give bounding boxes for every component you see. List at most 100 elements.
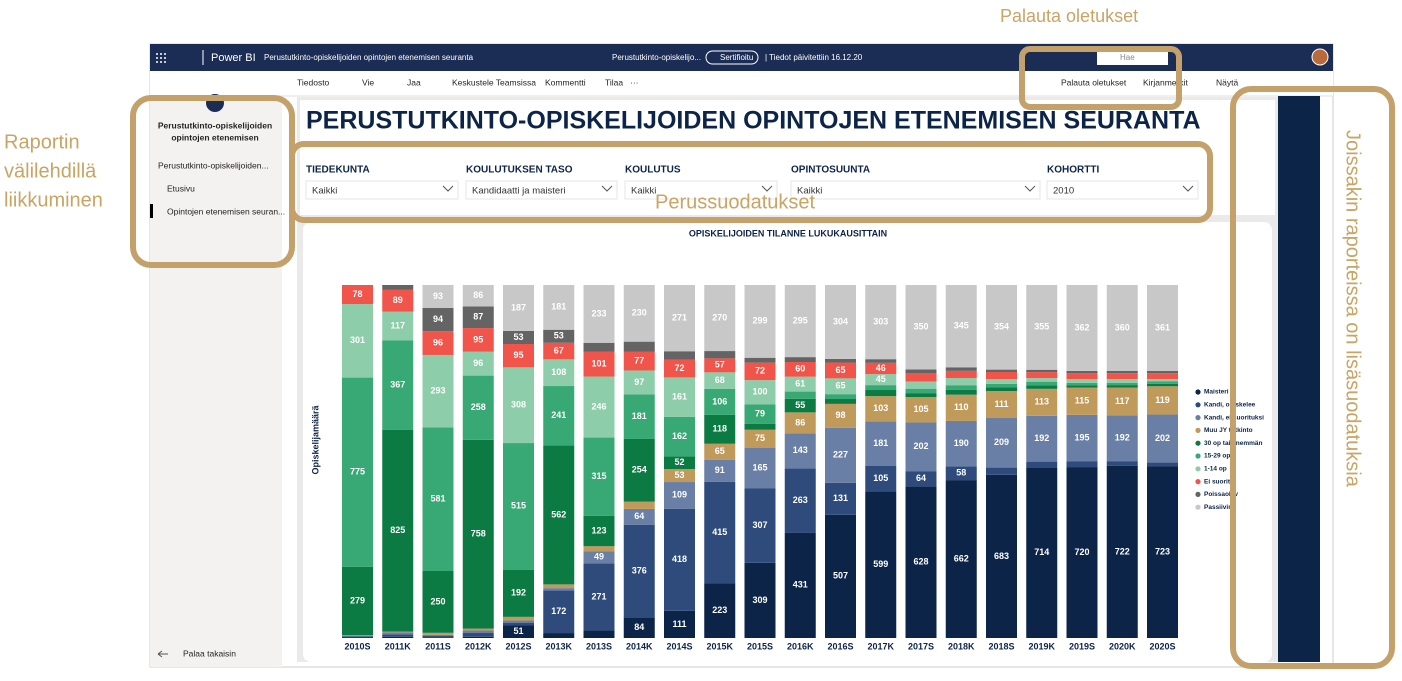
filter-value: Kaikki: [797, 186, 822, 197]
data-label: 53: [674, 470, 684, 480]
bar-segment: [583, 285, 615, 343]
data-label: 109: [672, 490, 687, 500]
bar-segment: [1026, 378, 1058, 382]
app-launcher[interactable]: [156, 53, 166, 63]
x-tick-label: 2018K: [948, 641, 975, 651]
data-label: 758: [471, 529, 486, 539]
data-label: 192: [1115, 433, 1130, 443]
side-filter-strip[interactable]: [1278, 96, 1320, 662]
x-tick-label: 2014S: [666, 641, 692, 651]
filter-dropdown[interactable]: [790, 180, 1041, 200]
bar-segment: [744, 488, 776, 563]
x-tick-label: 2014K: [626, 641, 653, 651]
data-label: 84: [634, 622, 644, 632]
data-label: 57: [715, 360, 725, 370]
bar-segment: [462, 328, 494, 352]
data-label: 304: [833, 316, 848, 326]
data-label: 101: [591, 358, 606, 368]
nav-page[interactable]: Opintojen etenemisen seuran...: [167, 206, 285, 216]
legend-label[interactable]: Maisteri: [1204, 389, 1229, 396]
data-label: 75: [755, 433, 765, 443]
toolbar-button[interactable]: Tiedosto: [297, 77, 330, 87]
data-label: 308: [511, 400, 526, 410]
toolbar-button[interactable]: Kommentti: [545, 77, 586, 87]
toolbar-button[interactable]: Vie: [362, 77, 374, 87]
bar-segment: [543, 329, 575, 343]
filter-dropdown[interactable]: [1046, 180, 1199, 200]
bar-segment: [945, 285, 977, 368]
bar-segment: [1106, 379, 1138, 383]
toolbar-button[interactable]: Palauta oletukset: [1061, 77, 1127, 87]
bar-segment: [1066, 373, 1098, 380]
x-tick-label: 2013S: [586, 641, 612, 651]
legend-label[interactable]: Kandi, opiskelee: [1204, 402, 1256, 409]
search-box[interactable]: [1097, 51, 1168, 65]
data-label: 181: [632, 411, 647, 421]
report-short[interactable]: Perustutkinto-opiskelijo...: [612, 53, 701, 62]
bar-segment: [543, 590, 575, 634]
data-label: 111: [672, 619, 686, 629]
bar-segment: [744, 285, 776, 358]
legend-label[interactable]: 1-14 op: [1204, 466, 1227, 473]
data-label: 360: [1115, 322, 1130, 332]
bar-segment: [1106, 382, 1138, 386]
bar-segment: [382, 311, 414, 341]
bar-segment: [623, 501, 655, 509]
bar-segment: [462, 375, 494, 440]
toolbar-button[interactable]: Tilaa: [605, 77, 623, 87]
bar-segment: [784, 468, 816, 533]
data-label: 181: [551, 302, 566, 312]
nav-section[interactable]: Perustutkinto-opiskelijoiden...: [158, 160, 269, 170]
data-label: 303: [873, 316, 888, 326]
bar-segment: [1106, 387, 1138, 416]
x-tick-label: 2012K: [465, 641, 492, 651]
filter-dropdown[interactable]: [465, 180, 618, 200]
toolbar-button[interactable]: Kirjanmerkit: [1143, 77, 1189, 87]
bar-segment: [704, 481, 736, 584]
chevron: [1182, 185, 1194, 192]
bar-segment: [1026, 372, 1058, 379]
toolbar-button[interactable]: Näytä: [1216, 77, 1238, 87]
bar-segment: [825, 358, 856, 363]
x-tick-label: 2011K: [385, 641, 412, 651]
legend-label[interactable]: Passiivine: [1204, 504, 1236, 511]
legend-label[interactable]: 15-29 op: [1204, 453, 1230, 460]
filter-dropdown[interactable]: [624, 180, 778, 200]
legend-label[interactable]: Muu JY tutkinto: [1204, 427, 1253, 434]
bar-segment: [503, 625, 534, 638]
x-tick-label: 2011S: [425, 641, 451, 651]
nav-page[interactable]: Etusivu: [167, 183, 195, 193]
updated-info[interactable]: | Tiedot päivitettiin 16.12.20: [765, 53, 863, 62]
toolbar-button[interactable]: Keskustele Teamsissa: [452, 77, 536, 87]
bar-segment: [784, 362, 816, 377]
bar-segment: [986, 387, 1017, 392]
bar-segment: [825, 514, 856, 638]
nav-back[interactable]: Palaa takaisin: [183, 648, 236, 658]
bar-segment: [503, 620, 534, 624]
data-label: 111: [994, 399, 1008, 409]
avatar[interactable]: [1311, 48, 1329, 66]
toolbar-button[interactable]: Jaa: [407, 77, 421, 87]
bar-segment: [905, 486, 937, 638]
data-label: 187: [511, 302, 526, 312]
data-label: 79: [755, 408, 765, 418]
bar-segment: [1106, 285, 1138, 371]
bar-segment: [583, 515, 615, 547]
bar-segment: [1066, 382, 1098, 386]
report-title: PERUSTUTKINTO-OPISKELIJOIDEN OPINTOJEN E…: [306, 107, 1201, 135]
data-label: 105: [913, 404, 928, 414]
bar-segment: [462, 439, 494, 629]
bar-segment: [1106, 461, 1138, 466]
filter-dropdown[interactable]: [305, 180, 459, 200]
data-label: 117: [390, 320, 405, 330]
bar-segment: [623, 617, 655, 638]
data-label: 345: [954, 321, 969, 331]
bar-segment: [945, 420, 977, 467]
legend-label[interactable]: Ei suoritu: [1204, 478, 1234, 485]
bar-segment: [342, 304, 373, 378]
toolbar-button[interactable]: ···: [630, 77, 639, 87]
bar-segment: [543, 285, 575, 330]
bar-segment: [704, 358, 736, 373]
bar-segment: [503, 367, 534, 444]
legend-label[interactable]: Poissaolev: [1204, 491, 1238, 498]
